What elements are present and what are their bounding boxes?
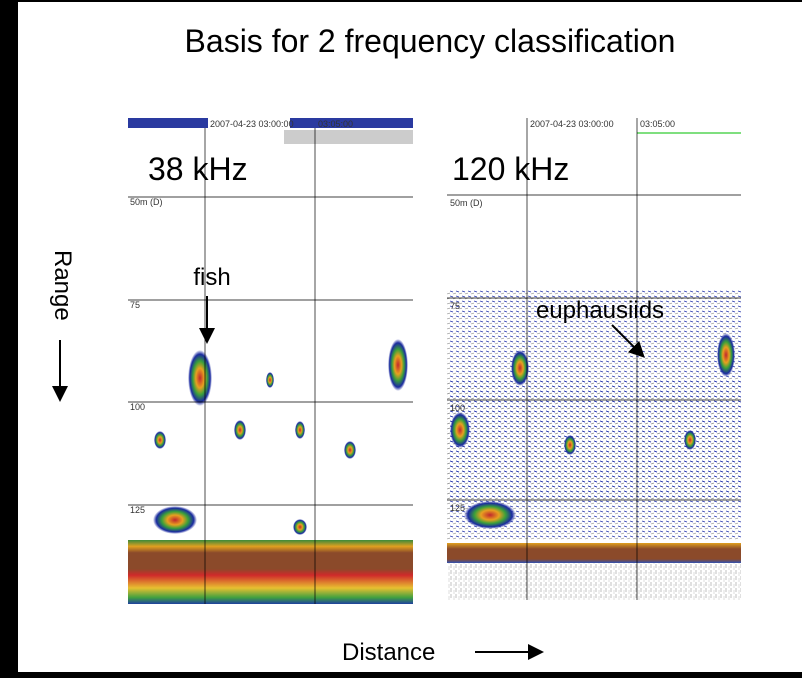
frequency-label: 120 kHz (452, 151, 569, 187)
slide-title: Basis for 2 frequency classification (185, 23, 676, 59)
echogram-38 (128, 118, 413, 604)
depth-label: 75 (450, 301, 460, 311)
depth-label: 50m (D) (130, 197, 163, 207)
depth-label: 100 (130, 402, 145, 412)
timestamp: 03:05:00 (640, 119, 675, 129)
depth-label: 125 (450, 503, 465, 513)
timestamp: 03:05:00 (318, 119, 353, 129)
annotation: euphausiids (536, 297, 664, 324)
depth-label: 75 (130, 300, 140, 310)
depth-label: 125 (130, 505, 145, 515)
frequency-label: 38 kHz (148, 151, 248, 187)
depth-label: 50m (D) (450, 198, 483, 208)
annotation: fish (193, 264, 230, 291)
depth-label: 100 (450, 403, 465, 413)
annotation-arrow (611, 324, 645, 358)
timestamp: 2007-04-23 03:00:00 (210, 119, 294, 129)
echogram-120 (447, 118, 741, 600)
distance-label: Distance (342, 639, 435, 666)
timestamp: 2007-04-23 03:00:00 (530, 119, 614, 129)
range-label: Range (49, 250, 76, 321)
